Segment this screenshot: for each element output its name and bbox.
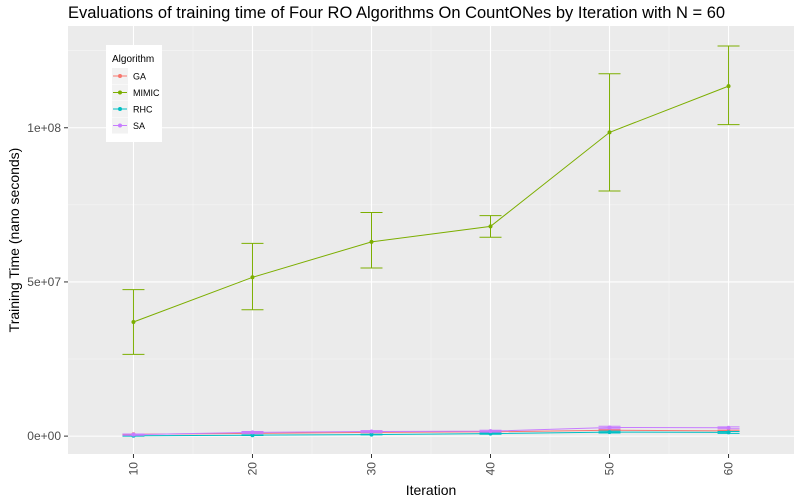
legend-label: GA	[133, 72, 146, 82]
x-axis-title: Iteration	[406, 482, 457, 498]
series-line	[133, 429, 729, 435]
series-line	[133, 426, 729, 436]
data-point	[726, 425, 731, 430]
legend: Algorithm GA MIMIC RHC SA	[106, 45, 162, 142]
x-tick-label: 30	[364, 462, 378, 476]
x-tick-label: 50	[603, 462, 617, 476]
data-point	[369, 432, 374, 437]
data-point	[607, 130, 612, 135]
legend-title: Algorithm	[112, 54, 154, 65]
x-tick-label: 10	[126, 462, 140, 476]
legend-item-ga: GA	[112, 68, 146, 84]
y-tick-label: 5e+07	[27, 275, 61, 289]
data-point	[607, 425, 612, 430]
data-point	[250, 430, 255, 435]
axes: 10 20 30 40 50 60 0e+00 5e+07 1e+08	[27, 121, 735, 476]
legend-swatch-point	[118, 107, 122, 111]
data-point	[488, 224, 493, 229]
legend-swatch-point	[118, 90, 122, 95]
chart-title: Evaluations of training time of Four RO …	[68, 4, 725, 22]
y-tick-label: 0e+00	[27, 429, 61, 443]
data-point	[250, 433, 255, 438]
series-line	[133, 85, 729, 323]
data-layer	[122, 45, 740, 438]
series-line	[133, 431, 729, 437]
data-point	[131, 320, 136, 325]
x-tick-label: 20	[245, 462, 259, 476]
series-rhc	[122, 430, 740, 438]
y-axis-title: Training Time (nano seconds)	[6, 148, 22, 333]
x-tick-label: 40	[484, 462, 498, 476]
data-point	[607, 430, 612, 435]
legend-label: RHC	[133, 105, 153, 115]
x-tick-label: 60	[722, 462, 736, 476]
data-point	[488, 429, 493, 434]
legend-label: MIMIC	[133, 88, 160, 98]
data-point	[726, 430, 731, 435]
data-point	[369, 239, 374, 244]
data-point	[726, 84, 731, 89]
series-sa	[122, 425, 740, 437]
legend-label: SA	[133, 121, 145, 131]
y-tick-label: 1e+08	[27, 121, 61, 135]
series-mimic	[122, 45, 740, 355]
data-point	[250, 275, 255, 280]
data-point	[369, 429, 374, 434]
data-point	[131, 432, 136, 437]
legend-swatch-point	[118, 74, 122, 78]
legend-item-mimic: MIMIC	[112, 84, 160, 101]
legend-item-rhc: RHC	[112, 101, 153, 117]
legend-item-sa: SA	[112, 117, 145, 134]
legend-swatch-point	[118, 123, 122, 128]
